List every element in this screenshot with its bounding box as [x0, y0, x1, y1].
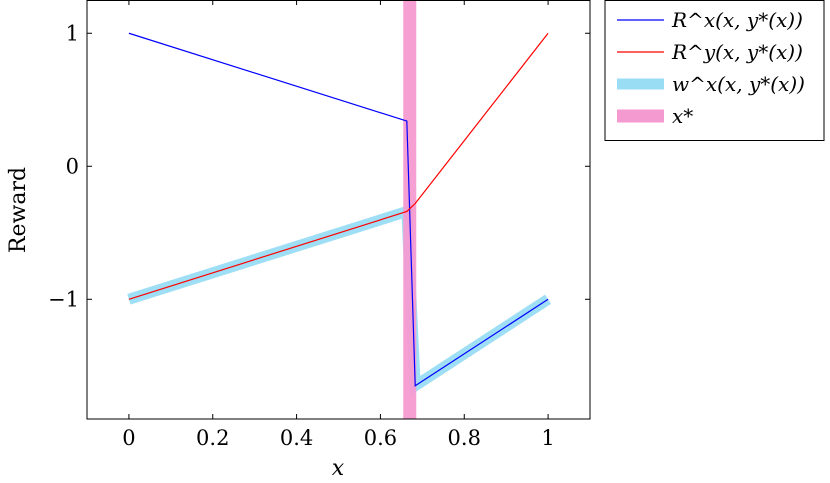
y-tick-label: 0	[66, 154, 79, 178]
y-axis-label: Reward	[6, 167, 31, 253]
legend-label-x: x*	[672, 104, 693, 128]
series-r-y-x-y-x	[128, 32, 549, 300]
x-axis-label: x	[332, 456, 345, 481]
x-tick-label: 0.2	[196, 426, 229, 450]
legend: R^x(x, y*(x)) R^y(x, y*(x)) w^x(x, y*(x)) x…	[604, 0, 825, 141]
y-tick-label: 1	[66, 21, 79, 45]
series-r-x-x-y-x	[128, 32, 549, 387]
legend-label-r-y-x-y-x: R^y(x, y*(x))	[671, 40, 803, 64]
plot-frame	[86, 0, 591, 420]
x-tick-label: 1	[541, 426, 554, 450]
x-tick-label: 0.4	[280, 426, 313, 450]
legend-label-r-x-x-y-x: R^x(x, y*(x))	[671, 8, 803, 32]
x-tick-label: 0	[122, 426, 135, 450]
x-tick-label: 0.8	[448, 426, 481, 450]
legend-label-w-x-x-y-x: w^x(x, y*(x))	[672, 72, 805, 96]
x-tick-label: 0.6	[364, 426, 397, 450]
y-tick-label: −1	[48, 287, 79, 311]
series-w-x-x-y-x	[127, 204, 552, 396]
